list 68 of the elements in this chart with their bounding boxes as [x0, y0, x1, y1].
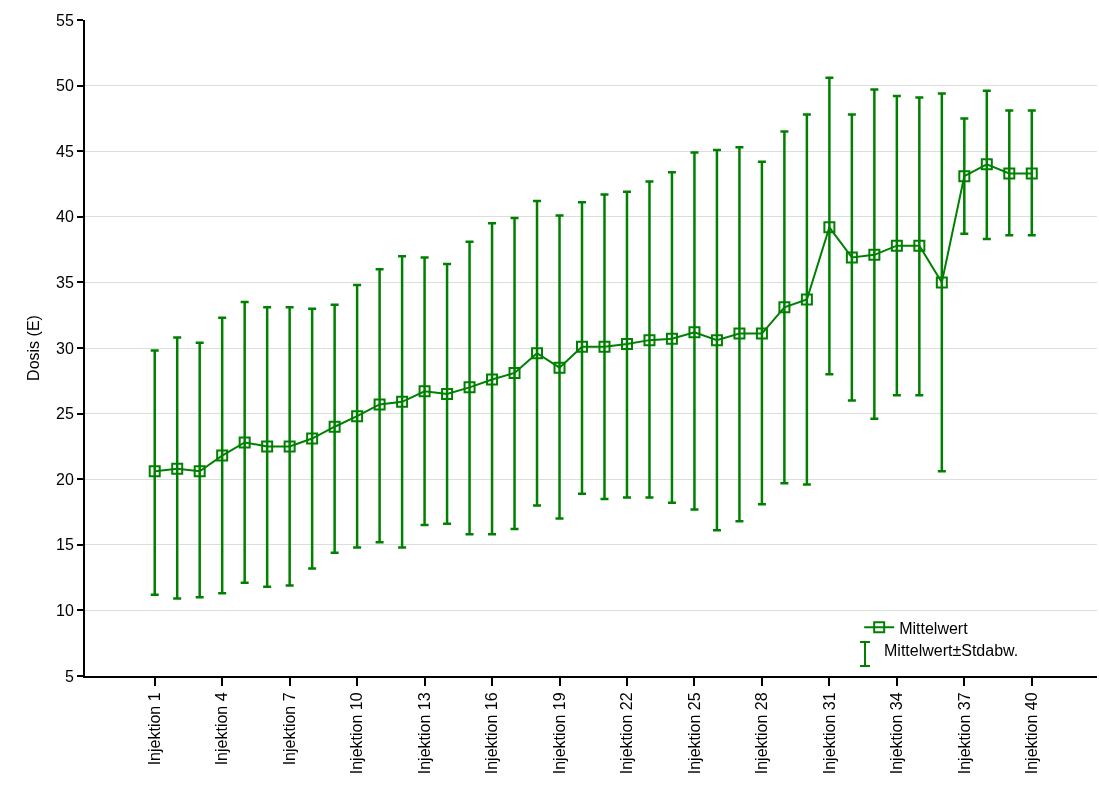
- point: [328, 420, 341, 433]
- point: [868, 248, 881, 261]
- point: [553, 361, 566, 374]
- y-tick-label: 10: [56, 602, 74, 619]
- point: [778, 301, 791, 314]
- x-tick-label: Injektion 1: [145, 692, 163, 766]
- point: [531, 347, 544, 360]
- y-tick-label: 50: [56, 77, 74, 95]
- point: [913, 239, 926, 252]
- y-tick-label: 20: [56, 470, 74, 488]
- point: [688, 326, 701, 339]
- x-tick-label: Injektion 10: [348, 692, 366, 775]
- point: [935, 276, 948, 289]
- point: [710, 334, 723, 347]
- point: [620, 338, 633, 351]
- x-tick-label: Injektion 7: [280, 692, 298, 766]
- x-tick-label: Injektion 4: [213, 692, 231, 766]
- y-tick-label: 25: [56, 405, 74, 423]
- x-tick-label: Injektion 28: [753, 692, 771, 775]
- point: [238, 436, 251, 449]
- point: [508, 366, 521, 379]
- x-tick-label: Injektion 25: [685, 692, 703, 775]
- y-tick-label: 40: [56, 208, 74, 226]
- point: [396, 395, 409, 408]
- point: [216, 449, 229, 462]
- point: [261, 440, 274, 453]
- point: [373, 398, 386, 411]
- y-tick-label: 45: [56, 142, 74, 160]
- point: [148, 465, 161, 478]
- point: [486, 373, 499, 386]
- point: [845, 251, 858, 264]
- point: [665, 332, 678, 345]
- x-tick-label: Injektion 31: [820, 692, 838, 775]
- x-tick-label: Injektion 34: [888, 692, 906, 775]
- point: [576, 340, 588, 353]
- point: [733, 327, 746, 340]
- point: [351, 410, 364, 423]
- x-tick-label: Injektion 37: [955, 692, 973, 775]
- point: [283, 440, 296, 453]
- x-tick-label: Injektion 16: [483, 692, 501, 775]
- point: [800, 293, 813, 306]
- point: [1003, 167, 1016, 180]
- x-tick-label: Injektion 22: [618, 692, 636, 775]
- y-tick-label: 30: [56, 339, 74, 357]
- point: [598, 340, 611, 353]
- point: [463, 381, 476, 394]
- y-tick-label: 5: [64, 667, 74, 685]
- point: [823, 221, 836, 234]
- y-tick-label: 35: [56, 274, 74, 291]
- point: [890, 239, 903, 252]
- x-tick-label: Injektion 13: [415, 692, 433, 775]
- y-tick-label: 15: [56, 536, 74, 554]
- point: [171, 462, 184, 475]
- point: [441, 387, 454, 400]
- y-axis-title: Dosis (E): [25, 315, 43, 381]
- point: [1025, 167, 1038, 180]
- point: [193, 465, 206, 478]
- x-tick-label: Injektion 40: [1022, 692, 1040, 775]
- annotation: Mittelwert±Stdabw.: [884, 642, 1019, 660]
- legend-label: Mittelwert: [899, 619, 969, 637]
- point: [755, 327, 768, 340]
- point: [643, 334, 656, 347]
- point: [418, 385, 431, 398]
- x-tick-label: Injektion 19: [550, 692, 568, 775]
- y-tick-label: 55: [56, 11, 74, 29]
- point: [980, 158, 993, 171]
- point: [958, 170, 971, 183]
- point: [306, 432, 319, 445]
